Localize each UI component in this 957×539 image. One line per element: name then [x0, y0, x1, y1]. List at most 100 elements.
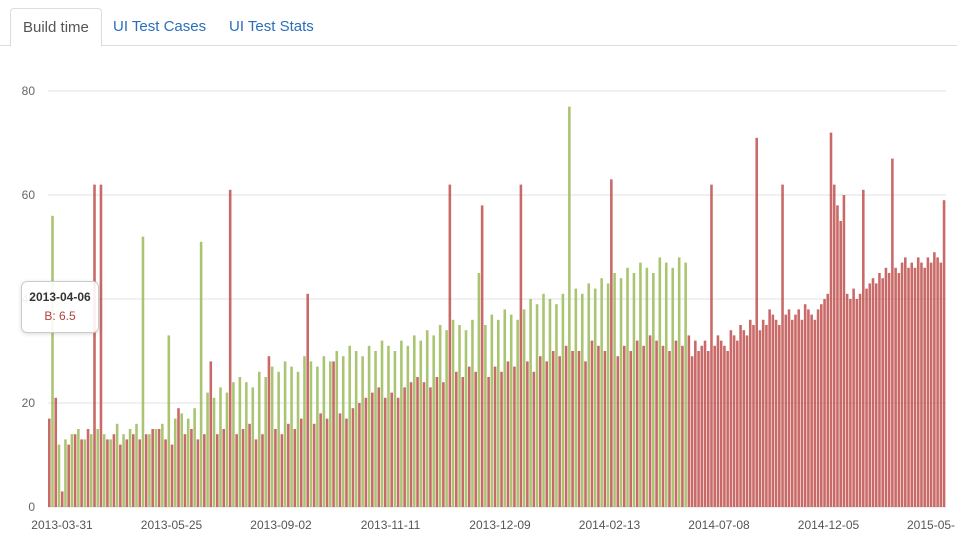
- bar: [597, 345, 600, 507]
- bar: [89, 434, 93, 507]
- bar: [115, 423, 119, 507]
- bar: [694, 340, 697, 507]
- bar: [196, 439, 200, 507]
- bar: [629, 351, 633, 507]
- tab-ui-test-stats[interactable]: UI Test Stats: [229, 18, 314, 35]
- bar: [603, 351, 607, 507]
- bar: [874, 283, 878, 507]
- bar: [277, 371, 280, 507]
- bar: [884, 267, 888, 507]
- bar: [761, 319, 765, 507]
- bar: [622, 345, 626, 507]
- bar: [157, 429, 161, 507]
- bar: [354, 351, 358, 507]
- bar: [891, 158, 894, 507]
- bar: [455, 371, 458, 507]
- bar: [593, 288, 597, 507]
- bar: [48, 418, 51, 507]
- bar: [173, 418, 177, 507]
- bar: [500, 371, 503, 507]
- bar: [332, 361, 335, 507]
- bar: [80, 439, 83, 507]
- bar: [490, 314, 494, 507]
- bar: [506, 361, 510, 507]
- bar: [406, 345, 410, 507]
- tab-ui-test-cases[interactable]: UI Test Cases: [113, 18, 207, 35]
- bar: [425, 330, 429, 507]
- bar: [542, 293, 545, 507]
- bar: [70, 434, 74, 507]
- bar: [416, 377, 419, 507]
- bar: [119, 444, 122, 507]
- bar: [257, 371, 261, 507]
- x-tick-label: 2015-05-: [907, 518, 955, 532]
- bar: [464, 330, 468, 507]
- bar: [270, 366, 274, 507]
- bar: [677, 257, 681, 507]
- bar: [926, 257, 930, 507]
- bar: [626, 267, 629, 507]
- bar: [135, 423, 138, 507]
- bar: [413, 335, 416, 507]
- bar: [551, 351, 555, 507]
- bar: [125, 439, 129, 507]
- bar: [538, 356, 542, 507]
- bar: [933, 252, 936, 507]
- bar: [787, 309, 791, 507]
- bar: [635, 340, 639, 507]
- bar: [584, 361, 587, 507]
- bar: [86, 429, 90, 507]
- bar: [881, 278, 884, 507]
- bar: [800, 319, 804, 507]
- bar: [719, 340, 723, 507]
- bar: [574, 288, 578, 507]
- bar: [765, 325, 768, 507]
- bar: [522, 309, 526, 507]
- bar: [374, 351, 377, 507]
- x-tick-label: 2013-12-09: [469, 518, 531, 532]
- bar: [849, 299, 852, 507]
- tooltip-value: B: 6.5: [44, 309, 76, 323]
- bar: [690, 356, 694, 507]
- bar: [545, 361, 549, 507]
- bar: [658, 257, 662, 507]
- bar: [432, 335, 435, 507]
- bar: [697, 351, 700, 507]
- bar: [112, 434, 116, 507]
- bar: [351, 408, 355, 507]
- tab-build-time[interactable]: Build time: [10, 8, 102, 47]
- bar: [419, 340, 423, 507]
- bar: [587, 283, 591, 507]
- bar: [131, 434, 135, 507]
- x-tick-label: 2013-09-02: [250, 518, 312, 532]
- bar: [790, 319, 794, 507]
- bar: [839, 221, 842, 507]
- bar: [823, 299, 826, 507]
- bar: [306, 293, 309, 507]
- bar: [820, 304, 823, 507]
- bar: [687, 335, 691, 507]
- y-tick-label: 80: [22, 84, 36, 98]
- bar: [458, 325, 461, 507]
- bar: [287, 423, 290, 507]
- bar: [616, 356, 620, 507]
- bar: [151, 429, 154, 507]
- bar: [471, 319, 474, 507]
- bar: [836, 205, 839, 507]
- bar: [164, 439, 167, 507]
- bar: [442, 382, 445, 507]
- bar: [781, 184, 784, 507]
- bar: [858, 293, 862, 507]
- bar: [280, 434, 284, 507]
- bar: [736, 340, 739, 507]
- bar: [723, 345, 726, 507]
- bar: [887, 273, 891, 507]
- bar: [807, 309, 810, 507]
- bar: [467, 366, 471, 507]
- bar: [245, 382, 248, 507]
- bar: [241, 429, 245, 507]
- bar: [274, 429, 277, 507]
- bar: [810, 314, 813, 507]
- bar: [73, 434, 77, 507]
